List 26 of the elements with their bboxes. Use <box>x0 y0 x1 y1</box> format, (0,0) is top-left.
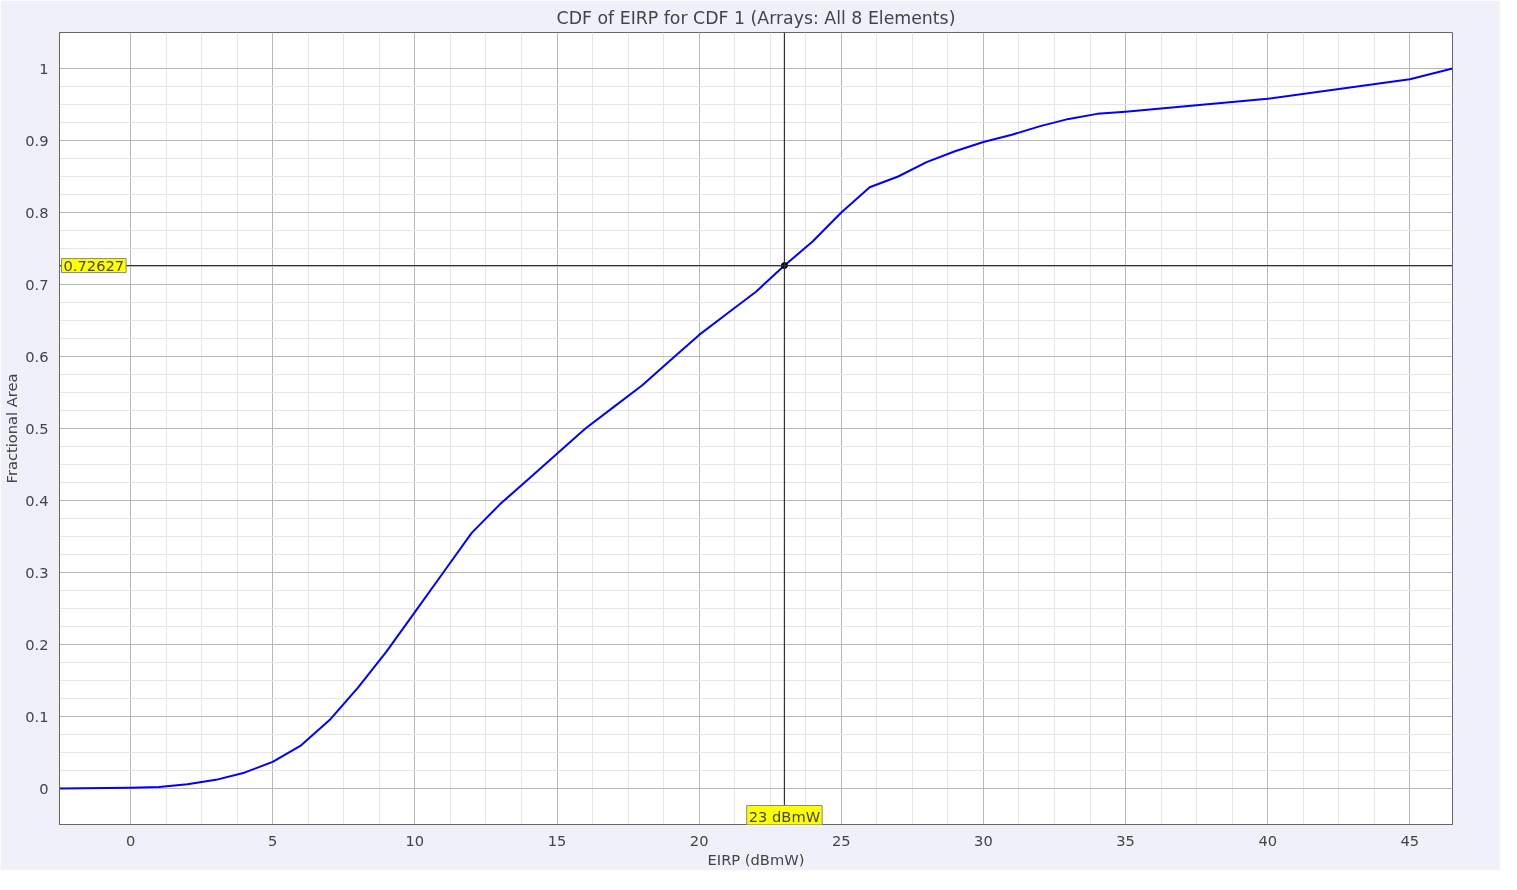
x-tick-label: 35 <box>1116 831 1135 849</box>
y-tick-label: 1 <box>39 59 49 77</box>
y-tick-label: 0.8 <box>25 203 49 221</box>
y-tick-label: 0.2 <box>25 635 49 653</box>
x-tick-label: 25 <box>831 831 851 849</box>
y-tick-label: 0.6 <box>25 347 49 365</box>
x-tick-label: 5 <box>268 831 278 849</box>
x-axis-title: EIRP (dBmW) <box>707 850 805 868</box>
ref-line-label: 23 dBmW <box>748 807 821 825</box>
y-tick-label: 0.3 <box>25 563 49 581</box>
y-tick-label: 0.9 <box>25 131 49 149</box>
y-tick-label: 0.7 <box>25 275 49 293</box>
x-tick-label: 15 <box>547 831 567 849</box>
y-tick-label: 0.4 <box>25 491 49 509</box>
y-axis-title: Fractional Area <box>3 373 21 484</box>
x-tick-label: 40 <box>1258 831 1278 849</box>
y-tick-label: 0.5 <box>25 419 49 437</box>
x-tick-label: 20 <box>689 831 709 849</box>
x-tick-label: 0 <box>125 831 136 849</box>
ref-line-label: 0.72627 <box>63 256 125 274</box>
x-tick-label: 30 <box>974 831 993 849</box>
x-tick-label: 10 <box>405 831 425 849</box>
y-tick-label: 0 <box>39 779 49 797</box>
chart-title: CDF of EIRP for CDF 1 (Arrays: All 8 Elements) <box>556 7 956 28</box>
y-tick-label: 0.1 <box>25 707 49 725</box>
x-tick-label: 45 <box>1400 831 1420 849</box>
